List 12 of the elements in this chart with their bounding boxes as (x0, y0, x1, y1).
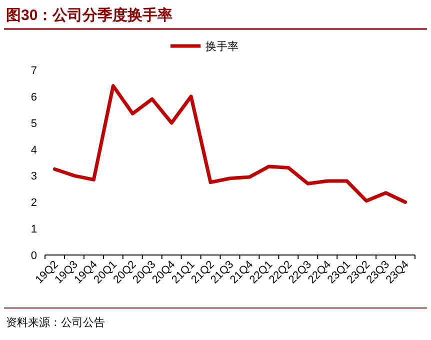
y-tick-label: 1 (30, 224, 37, 236)
y-tick-label: 4 (30, 144, 37, 156)
y-tick-label: 5 (30, 118, 37, 130)
y-tick-label: 6 (30, 91, 37, 104)
chart-title: 图30：公司分季度换手率 (6, 6, 173, 24)
y-tick-label: 3 (30, 170, 37, 183)
y-tick-label: 7 (30, 65, 37, 77)
y-tick-label: 0 (30, 250, 37, 262)
legend-label: 换手率 (206, 40, 238, 53)
line-series (52, 84, 408, 204)
text: 资料来源：公司公告 (6, 316, 105, 329)
y-tick-label: 2 (30, 197, 37, 210)
